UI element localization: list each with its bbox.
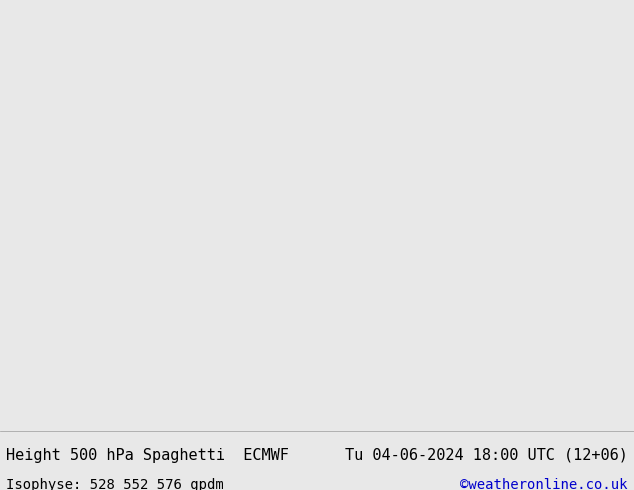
Text: ©weatheronline.co.uk: ©weatheronline.co.uk	[460, 478, 628, 490]
Text: Height 500 hPa Spaghetti  ECMWF: Height 500 hPa Spaghetti ECMWF	[6, 448, 289, 463]
Text: Isophyse: 528 552 576 gpdm: Isophyse: 528 552 576 gpdm	[6, 478, 224, 490]
Text: Tu 04-06-2024 18:00 UTC (12+06): Tu 04-06-2024 18:00 UTC (12+06)	[345, 448, 628, 463]
